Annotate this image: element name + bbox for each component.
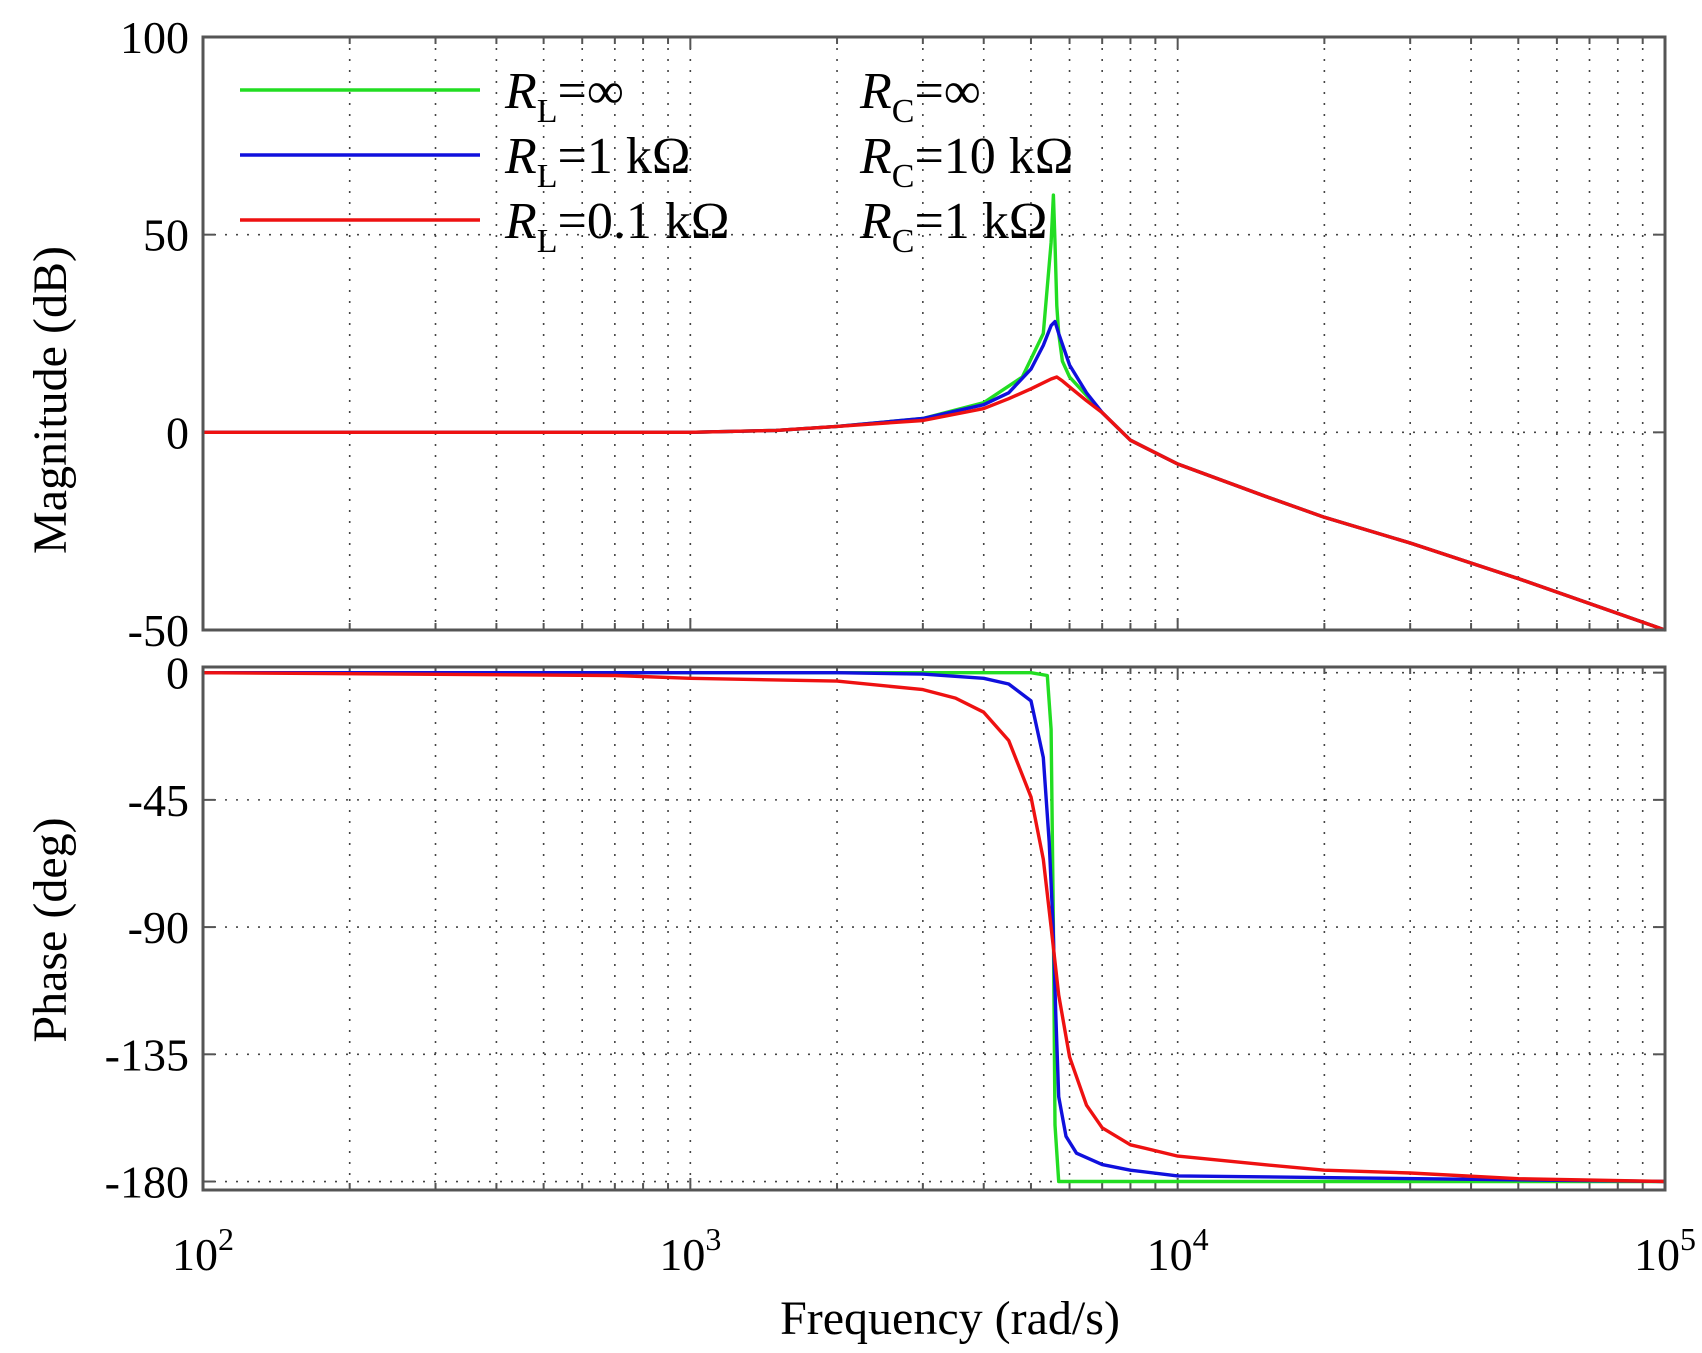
legend-label: RL=∞: [504, 63, 624, 130]
x-tick-base: 10: [172, 1229, 218, 1280]
y-tick-label: 0: [166, 407, 189, 458]
legend-label: RL=1 kΩ: [504, 128, 691, 195]
phase-series-green: [203, 671, 1665, 1184]
y-tick-label: -180: [105, 1157, 189, 1208]
x-tick-label: 105: [1634, 1221, 1696, 1280]
y-tick-label: 0: [166, 648, 189, 699]
legend-label: RC=1 kΩ: [859, 193, 1047, 260]
magnitude-series-green: [203, 193, 1665, 632]
x-tick-base: 10: [1634, 1229, 1680, 1280]
y-tick-label: 100: [120, 12, 189, 63]
legend: RL=∞ RC=∞ RL=1 kΩ RC=10 kΩ RL=0.1 kΩ RC=1 kΩ: [240, 63, 1073, 260]
y-tick-label: -135: [105, 1029, 189, 1080]
y-tick-label: -50: [128, 605, 189, 656]
x-tick-exponent: 2: [218, 1221, 234, 1257]
x-tick-base: 10: [659, 1229, 705, 1280]
magnitude-axes-frame: [201, 35, 1667, 632]
phase-series-red: [203, 671, 1665, 1184]
legend-label: RL=0.1 kΩ: [504, 193, 730, 260]
phase-axes-frame: [201, 665, 1667, 1192]
x-tick-exponent: 4: [1193, 1221, 1209, 1257]
y-tick-label: -90: [128, 902, 189, 953]
legend-label: RC=∞: [859, 63, 981, 130]
y-tick-label: -45: [128, 775, 189, 826]
x-tick-base: 10: [1147, 1229, 1193, 1280]
legend-label: RC=10 kΩ: [859, 128, 1073, 195]
phase-axis-label: Phase (deg): [24, 817, 77, 1042]
x-tick-exponent: 3: [705, 1221, 721, 1257]
frequency-axis-label: Frequency (rad/s): [780, 1292, 1120, 1345]
magnitude-series-blue: [203, 319, 1665, 632]
magnitude-panel: -50 0 50 100: [120, 12, 1667, 656]
magnitude-axis-label: Magnitude (dB): [24, 246, 77, 554]
magnitude-series-red: [203, 375, 1665, 632]
x-tick-label: 102: [172, 1221, 234, 1280]
x-tick-exponent: 5: [1680, 1221, 1696, 1257]
x-tick-label: 103: [659, 1221, 721, 1280]
y-tick-label: 50: [143, 210, 189, 261]
phase-series-blue: [203, 671, 1665, 1184]
x-tick-label: 104: [1147, 1221, 1209, 1280]
